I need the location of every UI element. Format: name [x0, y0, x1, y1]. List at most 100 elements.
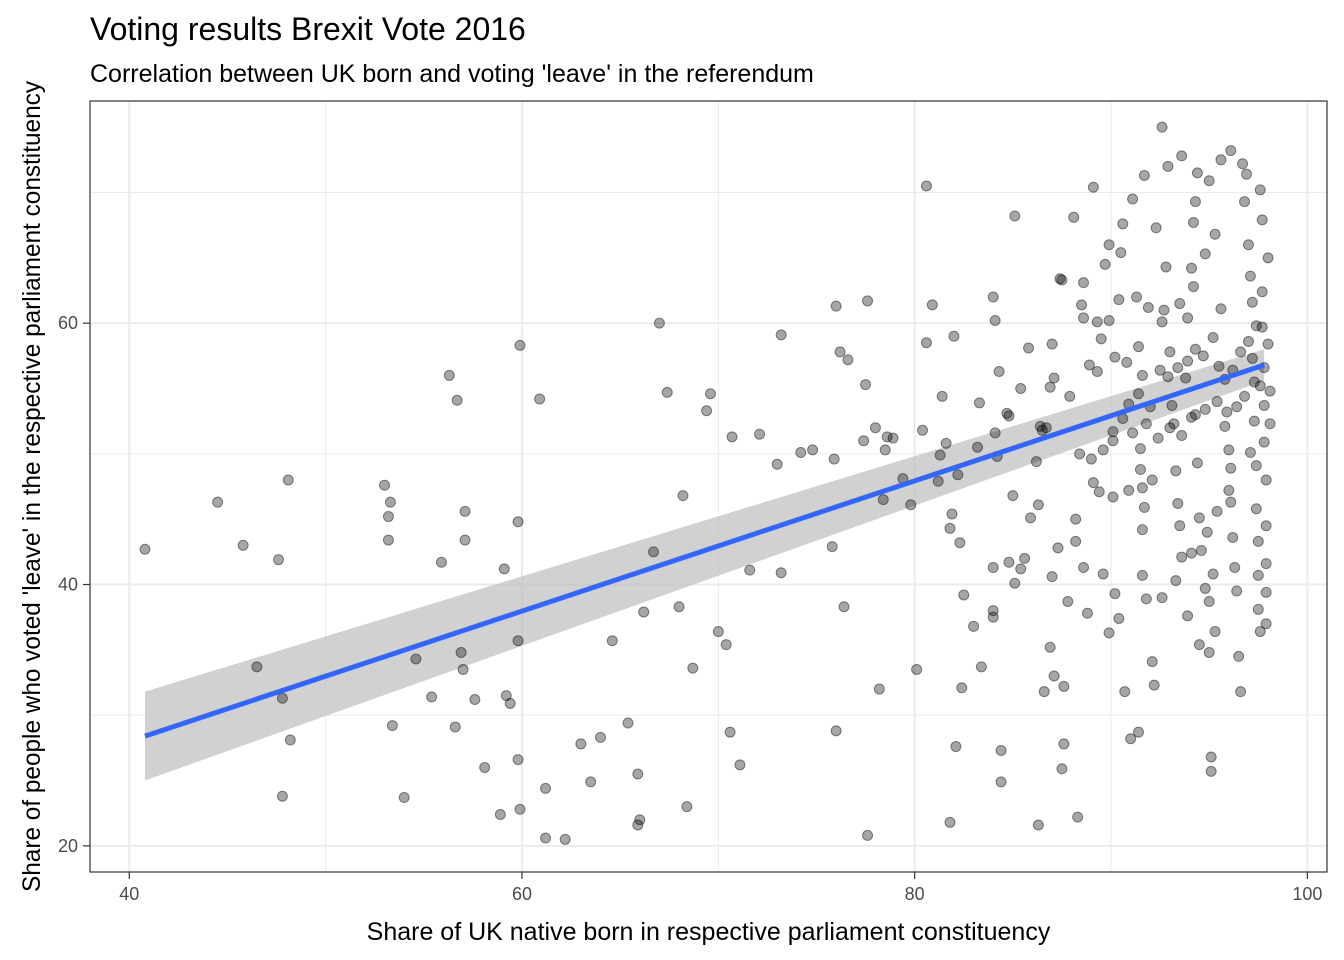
- data-point: [1001, 407, 1013, 419]
- data-point: [1091, 366, 1103, 378]
- data-point: [1032, 499, 1044, 511]
- data-point: [1209, 228, 1221, 240]
- data-point: [1242, 335, 1254, 347]
- data-point: [1023, 342, 1035, 354]
- data-point: [622, 717, 634, 729]
- data-point: [251, 661, 263, 673]
- data-point: [1199, 582, 1211, 594]
- data-point: [1007, 490, 1019, 502]
- data-point: [948, 330, 960, 342]
- data-point: [681, 801, 693, 813]
- data-point: [1148, 679, 1160, 691]
- data-point: [512, 635, 524, 647]
- y-tick-label: 60: [58, 313, 78, 333]
- data-point: [952, 469, 964, 481]
- data-point: [1182, 610, 1194, 622]
- data-point: [1064, 390, 1076, 402]
- data-point: [1119, 686, 1131, 698]
- data-point: [606, 635, 618, 647]
- data-point: [1237, 158, 1249, 170]
- data-point: [1262, 338, 1274, 350]
- data-point: [1054, 273, 1066, 285]
- data-point: [673, 601, 685, 613]
- data-point: [1133, 388, 1145, 400]
- data-point: [989, 315, 1001, 327]
- data-point: [1136, 569, 1148, 581]
- data-point: [1260, 558, 1272, 570]
- data-point: [585, 776, 597, 788]
- data-point: [1015, 382, 1027, 394]
- data-point: [1138, 169, 1150, 181]
- data-point: [1140, 418, 1152, 430]
- data-point: [1189, 343, 1201, 355]
- data-point: [1078, 277, 1090, 289]
- data-point: [842, 354, 854, 366]
- data-point: [534, 393, 546, 405]
- data-point: [1242, 239, 1254, 251]
- data-point: [934, 449, 946, 461]
- data-point: [1025, 512, 1037, 524]
- data-point: [1191, 457, 1203, 469]
- data-point: [887, 432, 899, 444]
- data-point: [1254, 184, 1266, 196]
- data-point: [860, 379, 872, 391]
- data-point: [1044, 641, 1056, 653]
- data-point: [1087, 181, 1099, 193]
- data-point: [1191, 167, 1203, 179]
- data-points: [139, 121, 1276, 845]
- data-point: [1107, 435, 1119, 447]
- data-point: [873, 683, 885, 695]
- data-point: [1248, 415, 1260, 427]
- data-point: [469, 694, 481, 706]
- data-point: [1156, 121, 1168, 133]
- x-tick-label: 60: [512, 884, 532, 904]
- data-point: [720, 639, 732, 651]
- data-point: [559, 833, 571, 845]
- data-point: [940, 437, 952, 449]
- data-point: [1186, 547, 1198, 559]
- data-point: [504, 697, 516, 709]
- data-point: [1146, 656, 1158, 668]
- data-point: [1254, 626, 1266, 638]
- data-point: [1152, 432, 1164, 444]
- data-point: [1109, 351, 1121, 363]
- data-point: [862, 295, 874, 307]
- data-point: [435, 556, 447, 568]
- data-point: [1203, 175, 1215, 187]
- data-point: [282, 474, 294, 486]
- data-point: [1134, 443, 1146, 455]
- data-point: [1076, 299, 1088, 311]
- data-point: [830, 300, 842, 312]
- data-point: [1239, 390, 1251, 402]
- data-point: [1038, 686, 1050, 698]
- data-point: [1203, 595, 1215, 607]
- data-point: [995, 744, 1007, 756]
- data-point: [1083, 359, 1095, 371]
- data-point: [449, 721, 461, 733]
- data-point: [1133, 341, 1145, 353]
- data-point: [1070, 535, 1082, 547]
- data-point: [1231, 585, 1243, 597]
- data-point: [1046, 571, 1058, 583]
- data-point: [726, 431, 738, 443]
- data-point: [382, 534, 394, 546]
- data-point: [1221, 406, 1233, 418]
- data-point: [512, 516, 524, 528]
- data-point: [1044, 381, 1056, 393]
- data-point: [1231, 401, 1243, 413]
- data-point: [1233, 650, 1245, 662]
- data-point: [1138, 501, 1150, 513]
- data-point: [1048, 670, 1060, 682]
- data-point: [237, 539, 249, 551]
- data-point: [954, 537, 966, 549]
- data-point: [1193, 639, 1205, 651]
- data-point: [1087, 477, 1099, 489]
- data-point: [1189, 409, 1201, 421]
- data-point: [838, 601, 850, 613]
- data-point: [653, 317, 665, 329]
- data-point: [1103, 315, 1115, 327]
- data-point: [459, 534, 471, 546]
- data-point: [384, 496, 396, 508]
- data-point: [1131, 291, 1143, 303]
- data-point: [1133, 726, 1145, 738]
